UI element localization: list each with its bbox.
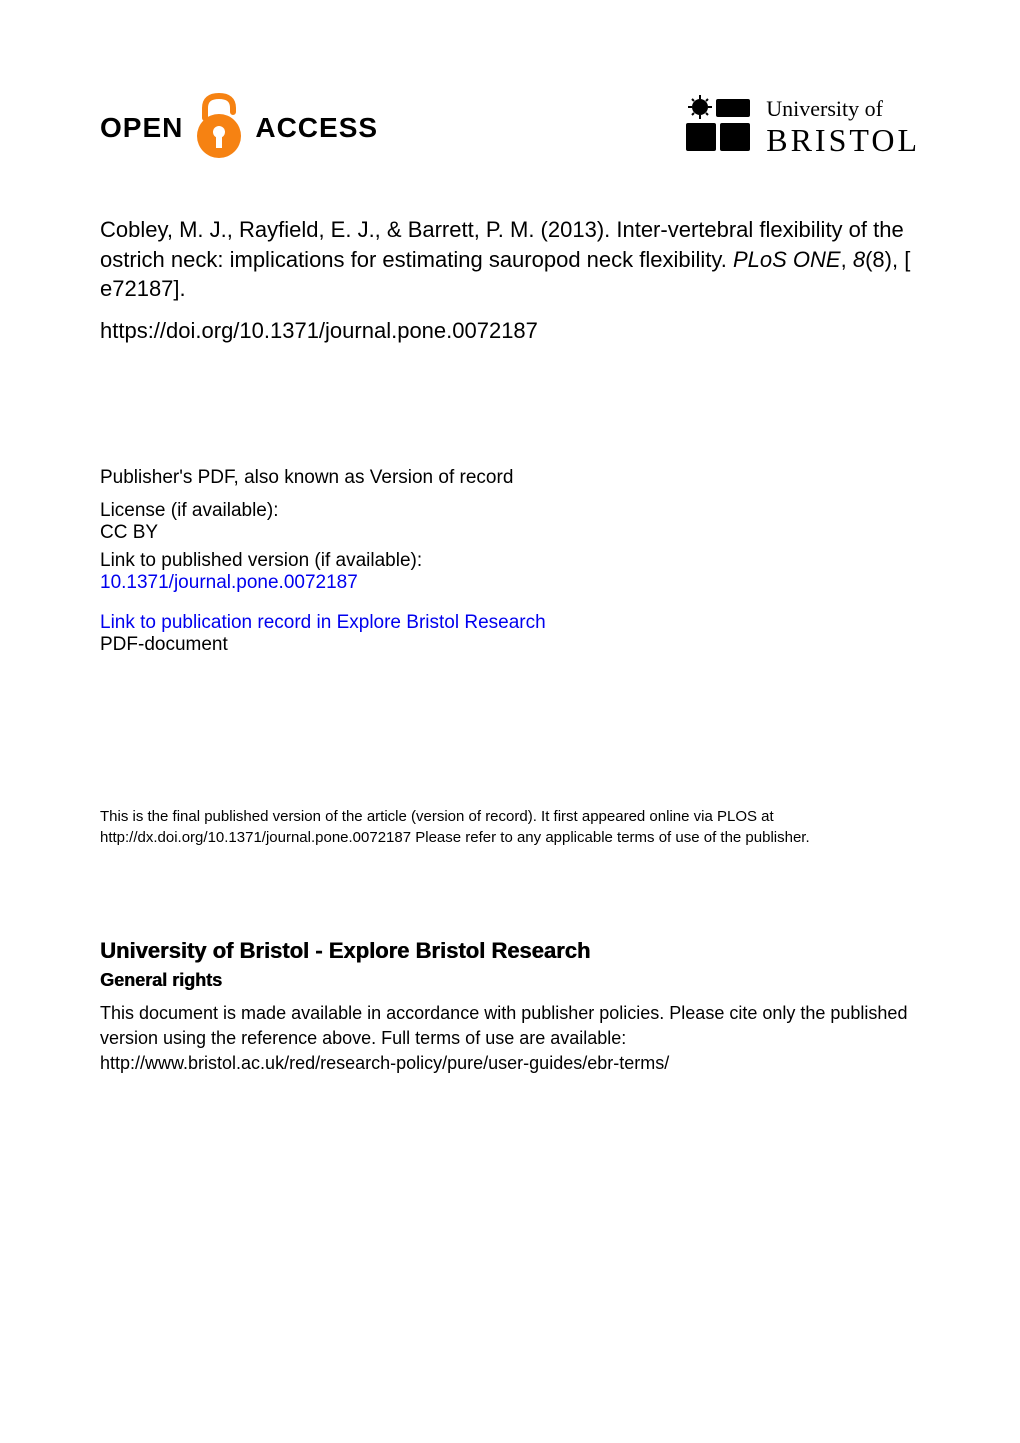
university-line2: BRISTOL <box>766 122 920 159</box>
footnote-text: This is the final published version of t… <box>100 806 920 848</box>
citation-comma: , <box>841 247 853 272</box>
version-text: Publisher's PDF, also known as Version o… <box>100 464 920 492</box>
open-access-lock-icon <box>191 90 247 165</box>
citation-volume: 8 <box>853 247 865 272</box>
publication-record-link[interactable]: Link to publication record in Explore Br… <box>100 612 920 634</box>
license-value: CC BY <box>100 522 920 544</box>
doi-link[interactable]: https://doi.org/10.1371/journal.pone.007… <box>100 318 920 344</box>
university-line1: University of <box>766 96 920 122</box>
published-version-link-label: Link to published version (if available)… <box>100 550 920 572</box>
pdf-document-label: PDF-document <box>100 634 920 656</box>
university-text-block: University of BRISTOL <box>766 96 920 159</box>
license-label: License (if available): <box>100 500 920 522</box>
open-access-right-text: ACCESS <box>255 112 378 144</box>
citation-block: Cobley, M. J., Rayfield, E. J., & Barret… <box>100 215 920 304</box>
rights-body: This document is made available in accor… <box>100 1001 920 1077</box>
page-container: OPEN ACCESS <box>0 0 1020 1443</box>
university-of-bristol-logo: University of BRISTOL <box>682 93 920 162</box>
rights-subheading: General rights <box>100 970 920 991</box>
university-crest-icon <box>682 93 754 162</box>
open-access-left-text: OPEN <box>100 112 183 144</box>
citation-journal: PLoS ONE <box>733 247 841 272</box>
published-version-link[interactable]: 10.1371/journal.pone.0072187 <box>100 572 920 594</box>
open-access-logo: OPEN ACCESS <box>100 90 378 165</box>
header-logos: OPEN ACCESS <box>100 90 920 165</box>
rights-heading: University of Bristol - Explore Bristol … <box>100 938 920 964</box>
